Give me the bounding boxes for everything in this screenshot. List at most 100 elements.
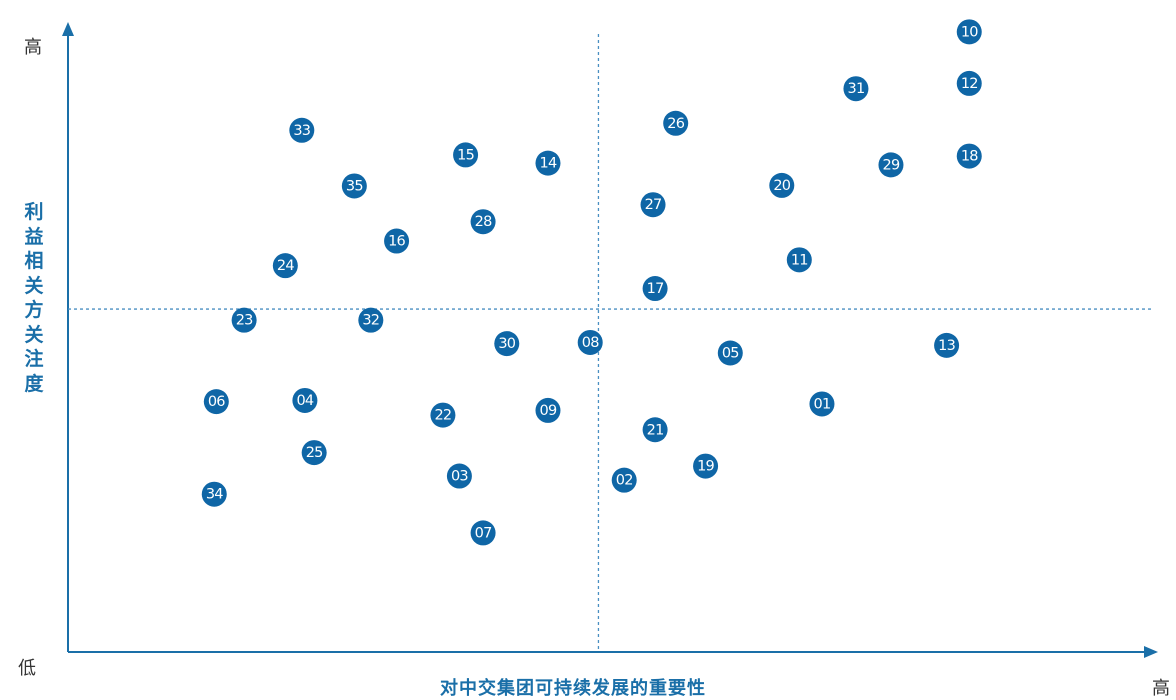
data-point-33: 33	[289, 117, 315, 143]
y-axis-title: 利益相关方关注度	[24, 201, 44, 395]
point-marker	[717, 340, 743, 366]
data-point-27: 27	[640, 192, 666, 218]
data-point-15: 15	[453, 142, 479, 168]
point-marker	[272, 253, 298, 279]
point-label: 20	[773, 178, 790, 194]
data-point-29: 29	[878, 152, 904, 178]
point-marker	[231, 307, 257, 333]
point-marker	[289, 117, 315, 143]
point-marker	[693, 453, 719, 479]
data-point-20: 20	[769, 172, 795, 198]
data-point-25: 25	[301, 440, 327, 466]
data-point-22: 22	[430, 402, 456, 428]
point-label: 10	[961, 24, 978, 40]
point-label: 08	[582, 335, 599, 351]
point-label: 04	[296, 393, 313, 409]
data-point-34: 34	[201, 481, 227, 507]
data-point-03: 03	[446, 463, 472, 489]
point-marker	[642, 417, 668, 443]
data-point-12: 12	[956, 70, 982, 96]
point-marker	[430, 402, 456, 428]
chart-axes	[62, 22, 1158, 658]
point-label: 33	[293, 123, 310, 139]
point-label: 31	[848, 81, 865, 97]
data-point-23: 23	[231, 307, 257, 333]
data-point-10: 10	[956, 19, 982, 45]
data-point-24: 24	[272, 253, 298, 279]
point-label: 25	[306, 445, 323, 461]
data-point-14: 14	[535, 150, 561, 176]
data-point-19: 19	[693, 453, 719, 479]
data-point-08: 08	[577, 329, 603, 355]
point-label: 22	[434, 408, 451, 424]
point-marker	[809, 391, 835, 417]
point-marker	[535, 397, 561, 423]
data-point-26: 26	[663, 110, 689, 136]
point-label: 06	[208, 394, 225, 410]
data-points: 01 02 03 04 05 06 07 08 09 10 11 12 13 14 15 16 17 18 19 20…	[201, 19, 982, 546]
point-marker	[301, 440, 327, 466]
point-label: 30	[498, 336, 515, 352]
point-marker	[640, 192, 666, 218]
point-label: 28	[475, 214, 492, 230]
point-label: 09	[540, 403, 557, 419]
point-marker	[786, 247, 812, 273]
data-point-17: 17	[642, 276, 668, 302]
data-point-06: 06	[203, 389, 229, 415]
data-point-28: 28	[470, 209, 496, 235]
point-label: 18	[961, 149, 978, 165]
data-point-35: 35	[341, 173, 367, 199]
data-point-18: 18	[956, 143, 982, 169]
point-marker	[470, 209, 496, 235]
point-label: 21	[647, 422, 664, 438]
data-point-13: 13	[934, 332, 960, 358]
x-axis-high-label: 高	[1152, 678, 1170, 699]
quadrant-dividers	[68, 34, 1152, 652]
point-marker	[769, 172, 795, 198]
point-marker	[384, 228, 410, 254]
point-marker	[956, 19, 982, 45]
data-point-09: 09	[535, 397, 561, 423]
point-label: 02	[616, 473, 633, 489]
point-label: 27	[645, 197, 662, 213]
data-point-31: 31	[843, 76, 869, 102]
point-marker	[203, 389, 229, 415]
point-marker	[470, 520, 496, 546]
data-point-07: 07	[470, 520, 496, 546]
point-marker	[535, 150, 561, 176]
point-marker	[663, 110, 689, 136]
point-marker	[358, 307, 384, 333]
point-marker	[843, 76, 869, 102]
point-marker	[956, 143, 982, 169]
point-marker	[341, 173, 367, 199]
point-label: 01	[814, 396, 831, 412]
y-axis-high-label: 高	[24, 37, 42, 58]
point-label: 05	[722, 345, 739, 361]
data-point-16: 16	[384, 228, 410, 254]
point-label: 03	[451, 469, 468, 485]
x-axis-arrowhead	[1144, 646, 1158, 658]
data-point-11: 11	[786, 247, 812, 273]
point-label: 15	[457, 147, 474, 163]
point-label: 29	[883, 157, 900, 173]
point-marker	[934, 332, 960, 358]
point-label: 13	[938, 338, 955, 354]
point-label: 14	[540, 156, 557, 172]
point-label: 26	[667, 116, 684, 132]
point-marker	[446, 463, 472, 489]
data-point-30: 30	[494, 331, 520, 357]
point-label: 24	[277, 258, 294, 274]
point-marker	[292, 387, 318, 413]
point-label: 35	[346, 178, 363, 194]
data-point-32: 32	[358, 307, 384, 333]
point-label: 11	[791, 252, 808, 268]
data-point-21: 21	[642, 417, 668, 443]
point-marker	[494, 331, 520, 357]
point-label: 07	[475, 525, 492, 541]
data-point-04: 04	[292, 387, 318, 413]
point-marker	[453, 142, 479, 168]
point-marker	[642, 276, 668, 302]
point-marker	[577, 329, 603, 355]
point-marker	[611, 467, 637, 493]
